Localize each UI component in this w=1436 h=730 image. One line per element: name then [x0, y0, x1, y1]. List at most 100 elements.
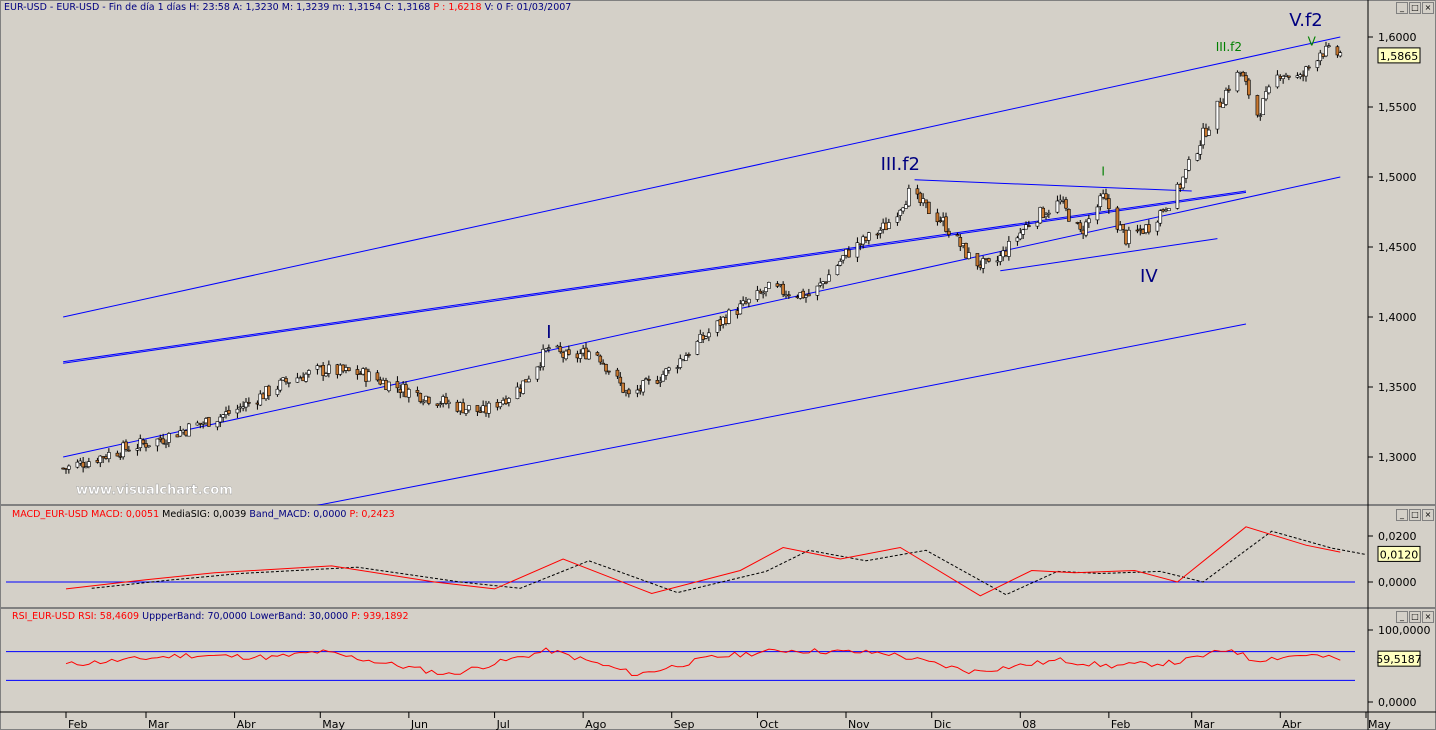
candle-body: [747, 298, 751, 304]
candle-body: [367, 371, 371, 382]
candle-body: [1098, 195, 1103, 207]
candle-body: [238, 406, 243, 409]
lower-band-value: LowerBand: 30,0000: [249, 611, 349, 622]
candle-body: [1081, 229, 1085, 235]
candle-body: [627, 389, 631, 395]
candle-body: [247, 402, 251, 404]
channel-line: [63, 176, 1341, 458]
candle-body: [1035, 222, 1040, 227]
candle-body: [935, 212, 940, 223]
candle-body: [841, 255, 845, 261]
candle-body: [775, 283, 780, 287]
candle-body: [1181, 176, 1185, 189]
candle-body: [947, 230, 951, 235]
candle-body: [475, 405, 480, 412]
candle-body: [521, 380, 525, 394]
candle-body: [407, 389, 411, 398]
wave-label: IV: [1140, 266, 1158, 287]
maximize-button[interactable]: □: [1409, 2, 1421, 14]
rsi-minimize-button[interactable]: _: [1396, 611, 1408, 623]
candle-body: [1027, 225, 1031, 227]
candle-body: [778, 284, 783, 286]
candle-body: [558, 346, 563, 353]
candle-body: [204, 418, 208, 424]
candle-body: [1238, 71, 1243, 74]
candle-body: [1044, 214, 1048, 217]
candle-body: [1118, 224, 1123, 231]
candle-body: [261, 393, 265, 400]
candle-body: [1058, 199, 1063, 203]
candle-body: [361, 368, 365, 375]
candle-body: [987, 258, 991, 262]
close-button[interactable]: ×: [1422, 2, 1434, 14]
price-header: EUR-USD - EUR-USD - Fin de día 1 días H:…: [4, 1, 571, 14]
signal-line: [91, 530, 1367, 596]
candle-body: [1075, 222, 1080, 224]
candle-body: [1047, 212, 1051, 215]
signal-value: MediaSIG: 0,0039: [162, 509, 247, 520]
candle-body: [844, 249, 848, 256]
price-tick-label: 1,3500: [1378, 381, 1417, 394]
candle-body: [461, 402, 465, 414]
candle-body: [887, 222, 891, 229]
candle-body: [878, 230, 883, 234]
macd-tick-label: 0,0200: [1378, 530, 1417, 543]
price-chart[interactable]: 1,3000 1,3500 1,4000 1,4500 1,5000 1,5500 1,60…: [0, 0, 1436, 505]
candle-body: [1221, 103, 1225, 108]
candle-body: [1241, 72, 1245, 77]
candle-body: [81, 461, 85, 468]
candle-body: [67, 465, 71, 470]
candle-body: [1115, 207, 1120, 230]
candle-body: [1321, 53, 1325, 57]
candle-body: [315, 365, 320, 370]
macd-close-button[interactable]: ×: [1422, 509, 1434, 521]
candle-body: [975, 253, 980, 267]
candle-body: [444, 396, 448, 404]
candle-body: [207, 417, 211, 427]
candle-body: [838, 261, 843, 266]
price-tick-label: 1,5500: [1378, 101, 1417, 114]
candle-body: [584, 347, 588, 360]
candle-body: [507, 398, 511, 403]
candle-body: [127, 449, 131, 452]
rsi-value: RSI: 58,4609: [78, 611, 140, 622]
candle-body: [358, 373, 363, 375]
last-price-value: 1,5865: [1380, 50, 1419, 63]
candle-body: [918, 192, 923, 203]
macd-cursor: P: 0,2423: [349, 509, 395, 520]
month-label: Dic: [934, 718, 952, 730]
macd-minimize-button[interactable]: _: [1396, 509, 1408, 521]
month-label: Ago: [585, 718, 607, 730]
candle-body: [115, 452, 120, 457]
candle-body: [235, 408, 240, 414]
rsi-maximize-button[interactable]: □: [1409, 611, 1421, 623]
wave-label: III.f2: [881, 154, 920, 175]
candle-body: [255, 402, 260, 405]
candle-body: [1324, 45, 1328, 57]
rsi-header: RSI_EUR-USD RSI: 58,4609 UppperBand: 70,…: [12, 610, 409, 623]
candle-body: [861, 236, 865, 245]
candle-body: [324, 373, 328, 377]
candle-body: [1284, 74, 1288, 77]
candle-body: [1315, 60, 1320, 68]
rsi-chart[interactable]: 100,0000 0,0000 59,5187 Feb Mar Abr May Jun Jul A…: [0, 608, 1436, 730]
wave-label: V.f2: [1289, 10, 1323, 31]
candle-body: [821, 281, 825, 285]
macd-name: MACD_EUR-USD: [12, 509, 89, 520]
macd-chart[interactable]: 0,0200 0,0000 0,0120: [0, 505, 1436, 608]
candle-body: [344, 367, 348, 371]
rsi-close-button[interactable]: ×: [1422, 611, 1434, 623]
candle-body: [595, 352, 600, 356]
candle-body: [741, 300, 745, 305]
wave-label: I: [546, 322, 551, 343]
candle-body: [164, 443, 168, 445]
candle-body: [655, 380, 660, 384]
date-info: F: 01/03/2007: [505, 2, 572, 13]
channel-line: [63, 190, 1247, 363]
candle-body: [1258, 115, 1263, 117]
month-label: Mar: [1194, 718, 1215, 730]
minimize-button[interactable]: _: [1396, 2, 1408, 14]
candle-body: [738, 303, 743, 315]
macd-maximize-button[interactable]: □: [1409, 509, 1421, 521]
candle-body: [201, 422, 205, 425]
